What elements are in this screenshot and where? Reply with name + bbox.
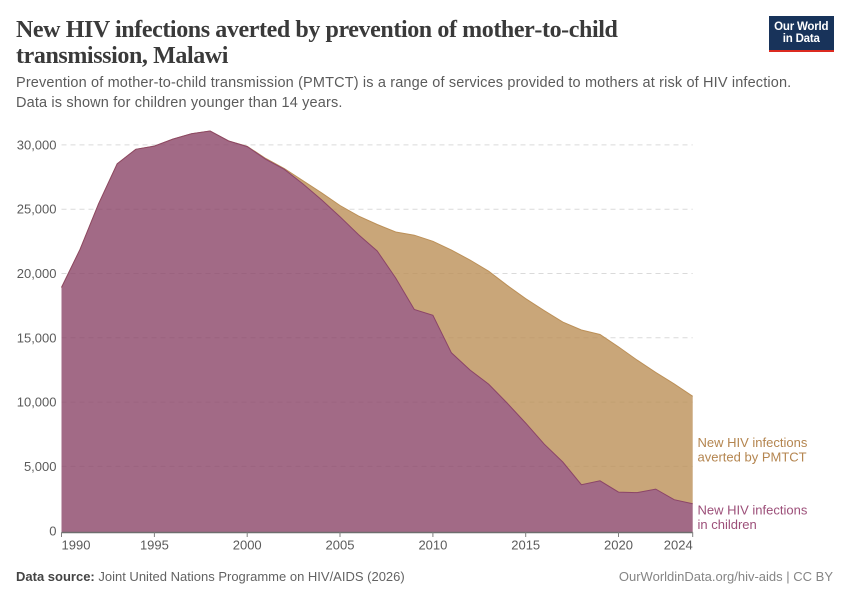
svg-text:25,000: 25,000 xyxy=(17,202,57,217)
svg-text:2020: 2020 xyxy=(604,538,633,553)
svg-text:2024: 2024 xyxy=(664,538,693,553)
svg-text:15,000: 15,000 xyxy=(17,330,57,345)
svg-text:20,000: 20,000 xyxy=(17,266,57,281)
svg-text:1995: 1995 xyxy=(140,538,169,553)
svg-text:averted by PMTCT: averted by PMTCT xyxy=(698,449,807,464)
svg-text:2000: 2000 xyxy=(233,538,262,553)
svg-text:1990: 1990 xyxy=(62,538,91,553)
svg-text:2005: 2005 xyxy=(326,538,355,553)
svg-text:2010: 2010 xyxy=(418,538,447,553)
svg-text:30,000: 30,000 xyxy=(17,137,57,152)
svg-text:New HIV infections: New HIV infections xyxy=(698,435,808,450)
svg-text:New HIV infections: New HIV infections xyxy=(698,503,808,518)
svg-text:2015: 2015 xyxy=(511,538,540,553)
svg-text:5,000: 5,000 xyxy=(24,459,57,474)
svg-text:10,000: 10,000 xyxy=(17,395,57,410)
svg-text:in children: in children xyxy=(698,517,757,532)
svg-text:0: 0 xyxy=(49,523,56,538)
